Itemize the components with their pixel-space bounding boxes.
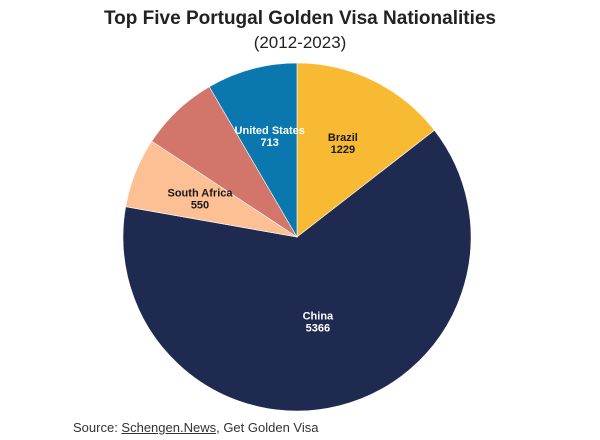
slice-value-south-africa: 550 <box>191 199 209 211</box>
slice-value-china: 5366 <box>306 323 330 335</box>
pie-slice-china <box>122 129 472 412</box>
source-note: Source: Schengen.News, Get Golden Visa <box>73 420 318 435</box>
slice-value-united-states: 713 <box>261 137 279 149</box>
chart-title: Top Five Portugal Golden Visa Nationalit… <box>103 8 497 29</box>
source-prefix: Source: <box>73 420 122 435</box>
slice-label-south-africa: South Africa <box>168 187 234 199</box>
slice-label-china: China <box>303 311 334 323</box>
pie-slice-brazil <box>296 62 435 238</box>
pie-slice-united-states <box>208 62 298 239</box>
slice-label-united-states: United States <box>235 125 305 137</box>
slice-value-brazil: 1229 <box>331 144 355 156</box>
chart-subtitle: (2012-2023) <box>253 33 347 52</box>
source-link[interactable]: Schengen.News <box>121 420 217 435</box>
slice-label-brazil: Brazil <box>328 132 358 144</box>
source-suffix: , Get Golden Visa <box>216 420 319 435</box>
